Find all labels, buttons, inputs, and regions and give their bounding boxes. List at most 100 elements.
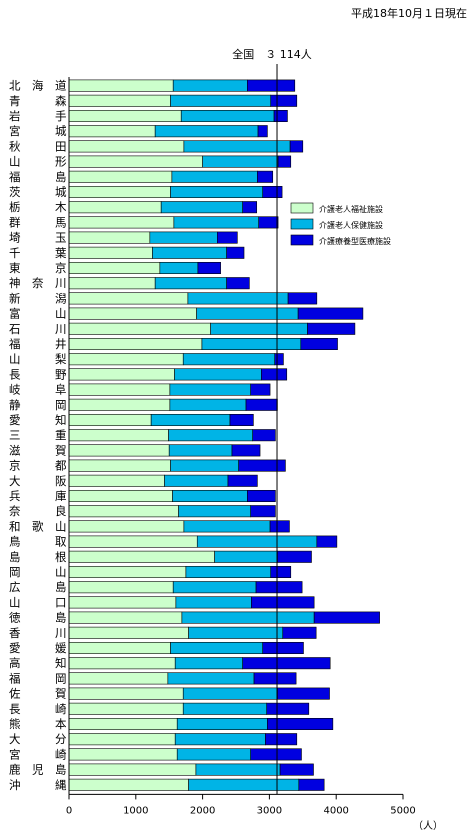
bar-岩手-s0 bbox=[68, 110, 182, 123]
bar-北海道-s1 bbox=[172, 79, 248, 92]
bar-島根-s2 bbox=[277, 550, 312, 563]
category-label: 秋 田 bbox=[9, 139, 67, 153]
category-label: 群 馬 bbox=[9, 215, 67, 229]
bar-長崎-s0 bbox=[68, 702, 184, 715]
bar-神奈川-s1 bbox=[154, 277, 227, 290]
bar-和歌山-s1 bbox=[183, 520, 271, 533]
bar-広島-s2 bbox=[255, 581, 303, 594]
category-label: 栃 木 bbox=[9, 200, 67, 214]
bar-宮崎-s0 bbox=[68, 748, 178, 761]
bar-香川-s1 bbox=[188, 626, 284, 639]
bar-福岡-s1 bbox=[167, 672, 255, 685]
bar-山形-s0 bbox=[68, 155, 203, 168]
category-label: 香 川 bbox=[9, 626, 67, 640]
bar-徳島-s1 bbox=[181, 611, 315, 624]
category-label: 宮 城 bbox=[9, 124, 67, 138]
category-label: 東 京 bbox=[9, 261, 67, 275]
legend-swatch bbox=[290, 202, 314, 214]
bar-静岡-s2 bbox=[245, 398, 278, 411]
bar-福島-s2 bbox=[257, 170, 274, 183]
bar-宮城-s1 bbox=[154, 125, 259, 138]
bar-千葉-s1 bbox=[152, 246, 227, 259]
category-label: 大 分 bbox=[9, 732, 67, 746]
bar-岡山-s2 bbox=[270, 565, 292, 578]
category-label: 岡 山 bbox=[9, 565, 67, 579]
category-label: 岐 阜 bbox=[9, 383, 67, 397]
bar-宮城-s0 bbox=[68, 125, 156, 138]
bar-島根-s0 bbox=[68, 550, 215, 563]
bar-鹿児島-s0 bbox=[68, 763, 197, 776]
average-label: 全国 ３ 114人 bbox=[232, 47, 312, 61]
bar-北海道-s2 bbox=[247, 79, 296, 92]
bar-福岡-s2 bbox=[253, 672, 297, 685]
category-label: 福 岡 bbox=[9, 671, 67, 685]
x-unit: （人） bbox=[413, 820, 443, 832]
category-label: 岩 手 bbox=[9, 109, 67, 123]
category-label: 新 潟 bbox=[9, 291, 67, 305]
bar-岡山-s0 bbox=[68, 565, 187, 578]
bar-群馬-s1 bbox=[173, 216, 260, 229]
x-tick-label: 2000 bbox=[190, 805, 215, 816]
bar-鳥取-s1 bbox=[196, 535, 318, 548]
bar-兵庫-s0 bbox=[68, 489, 173, 502]
bar-富山-s2 bbox=[297, 307, 364, 320]
category-label: 島 根 bbox=[9, 550, 67, 564]
category-label: 埼 玉 bbox=[9, 231, 67, 245]
bar-東京-s2 bbox=[197, 261, 221, 274]
category-label: 徳 島 bbox=[9, 611, 67, 625]
x-tick-label: 0 bbox=[66, 805, 72, 816]
legend-label: 介護老人福祉施設 bbox=[319, 204, 383, 214]
bar-鹿児島-s1 bbox=[195, 763, 281, 776]
category-label: 青 森 bbox=[9, 94, 67, 108]
bar-鳥取-s0 bbox=[68, 535, 198, 548]
bar-千葉-s2 bbox=[226, 246, 245, 259]
bar-愛知-s0 bbox=[68, 413, 152, 426]
bar-愛知-s1 bbox=[150, 413, 231, 426]
category-label: 石 川 bbox=[9, 322, 67, 336]
x-tick-label: 5000 bbox=[390, 805, 415, 816]
bar-愛媛-s0 bbox=[68, 641, 171, 654]
bar-福島-s1 bbox=[171, 170, 258, 183]
bar-新潟-s1 bbox=[187, 292, 289, 305]
legend-swatch bbox=[290, 218, 314, 230]
bar-福井-s0 bbox=[68, 337, 203, 350]
date-note: 平成18年10月１日現在 bbox=[351, 6, 467, 20]
bar-宮城-s2 bbox=[257, 125, 268, 138]
bar-奈良-s0 bbox=[68, 505, 179, 518]
bar-石川-s1 bbox=[210, 322, 308, 335]
bar-秋田-s1 bbox=[183, 140, 291, 153]
bar-佐賀-s1 bbox=[182, 687, 278, 700]
bar-大阪-s0 bbox=[68, 474, 165, 487]
bar-群馬-s2 bbox=[258, 216, 279, 229]
x-tick-label: 1000 bbox=[123, 805, 148, 816]
bar-岐阜-s2 bbox=[250, 383, 271, 396]
bar-熊本-s0 bbox=[68, 717, 178, 730]
bar-栃木-s1 bbox=[160, 201, 243, 214]
bar-福井-s2 bbox=[300, 337, 338, 350]
bar-高知-s1 bbox=[174, 657, 243, 670]
bar-青森-s1 bbox=[170, 94, 272, 107]
bar-熊本-s1 bbox=[176, 717, 268, 730]
bar-千葉-s0 bbox=[68, 246, 153, 259]
bar-石川-s0 bbox=[68, 322, 211, 335]
bar-三重-s2 bbox=[252, 429, 276, 442]
category-label: 宮 崎 bbox=[9, 747, 67, 761]
bar-福岡-s0 bbox=[68, 672, 169, 685]
bar-group bbox=[68, 79, 380, 791]
bar-茨城-s2 bbox=[262, 186, 283, 199]
bar-和歌山-s0 bbox=[68, 520, 185, 533]
category-label: 高 知 bbox=[9, 656, 67, 670]
bar-静岡-s1 bbox=[169, 398, 247, 411]
bar-京都-s0 bbox=[68, 459, 171, 472]
bar-新潟-s2 bbox=[287, 292, 318, 305]
category-label: 福 井 bbox=[9, 337, 67, 351]
category-label: 愛 知 bbox=[9, 413, 67, 427]
category-label: 静 岡 bbox=[9, 398, 67, 412]
bar-佐賀-s0 bbox=[68, 687, 184, 700]
bar-静岡-s0 bbox=[68, 398, 171, 411]
bar-新潟-s0 bbox=[68, 292, 189, 305]
bar-岐阜-s0 bbox=[68, 383, 171, 396]
bar-大阪-s2 bbox=[227, 474, 258, 487]
bar-長野-s0 bbox=[68, 368, 175, 381]
category-label: 京 都 bbox=[9, 459, 67, 473]
